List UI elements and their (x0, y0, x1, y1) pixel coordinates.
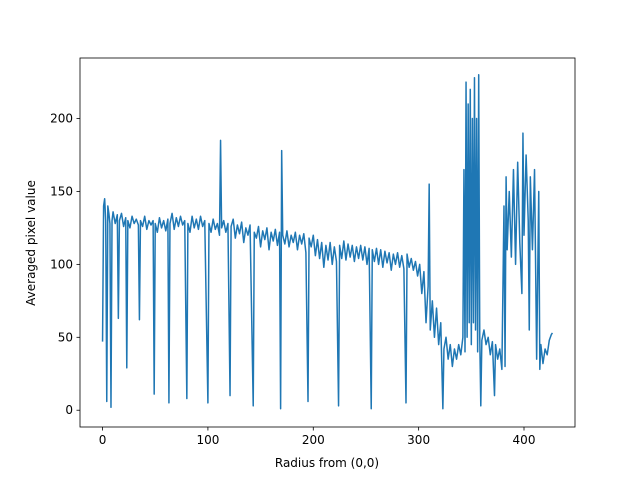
x-tick-label: 300 (407, 433, 430, 447)
y-axis-label: Averaged pixel value (24, 180, 38, 306)
x-axis-label: Radius from (0,0) (275, 456, 379, 470)
x-tick-label: 200 (302, 433, 325, 447)
plot-frame (79, 57, 576, 428)
y-tick-label: 200 (50, 112, 73, 126)
x-tick-label: 400 (513, 433, 536, 447)
y-tick-label: 0 (65, 403, 73, 417)
x-tick-label: 100 (196, 433, 219, 447)
y-tick-label: 50 (58, 330, 73, 344)
x-tick-label: 0 (99, 433, 107, 447)
data-line (101, 74, 554, 410)
y-tick-label: 150 (50, 184, 73, 198)
y-tick-label: 100 (50, 257, 73, 271)
